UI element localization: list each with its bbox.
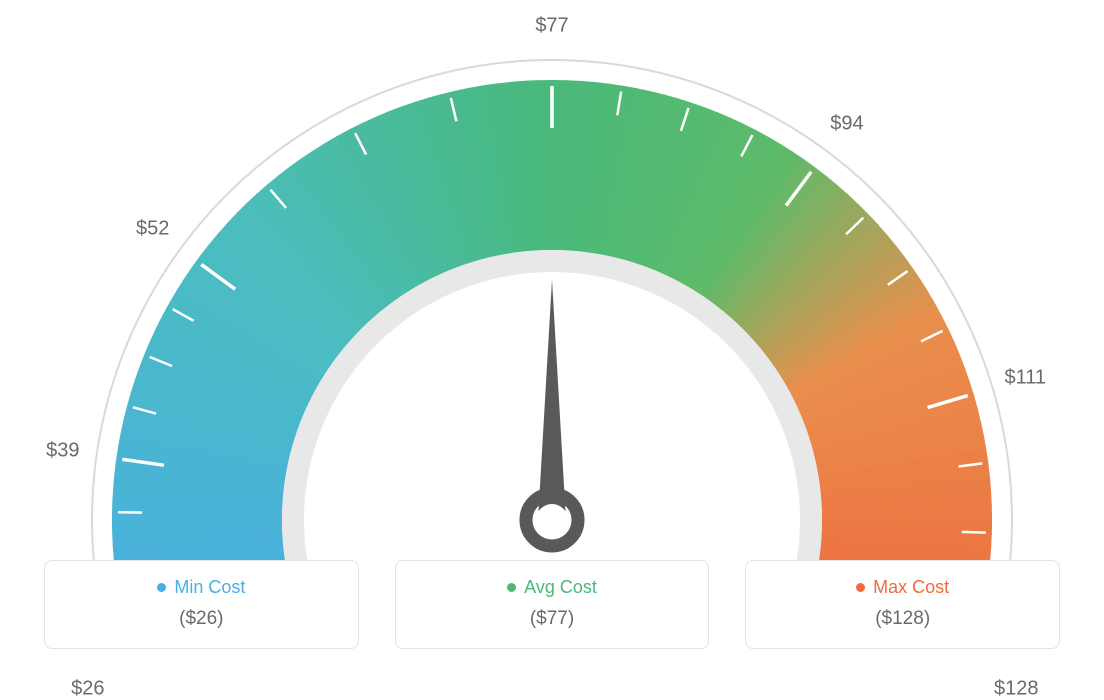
gauge-tick-label: $39 xyxy=(46,439,79,462)
legend-card-min: Min Cost ($26) xyxy=(44,560,359,649)
gauge-tick-label: $26 xyxy=(71,677,104,700)
legend-title-text: Max Cost xyxy=(873,577,949,598)
legend-card-avg: Avg Cost ($77) xyxy=(395,560,710,649)
cost-gauge: $26$39$52$77$94$111$128 xyxy=(0,0,1104,560)
legend-title-max: Max Cost xyxy=(856,577,949,598)
legend-row: Min Cost ($26) Avg Cost ($77) Max Cost (… xyxy=(0,560,1104,669)
legend-title-avg: Avg Cost xyxy=(507,577,597,598)
gauge-tick-label: $94 xyxy=(830,112,863,135)
legend-title-text: Avg Cost xyxy=(524,577,597,598)
legend-title-min: Min Cost xyxy=(157,577,245,598)
legend-title-text: Min Cost xyxy=(174,577,245,598)
gauge-tick-label: $77 xyxy=(535,15,568,38)
legend-value-max: ($128) xyxy=(756,608,1049,630)
gauge-tick-label: $52 xyxy=(136,218,169,241)
legend-value-min: ($26) xyxy=(55,608,348,630)
dot-icon xyxy=(157,583,166,592)
gauge-tick-label: $111 xyxy=(1004,367,1046,390)
dot-icon xyxy=(507,583,516,592)
gauge-svg xyxy=(0,0,1104,560)
gauge-needle xyxy=(526,280,578,546)
dot-icon xyxy=(856,583,865,592)
legend-value-avg: ($77) xyxy=(406,608,699,630)
legend-card-max: Max Cost ($128) xyxy=(745,560,1060,649)
gauge-tick-label: $128 xyxy=(994,677,1039,700)
